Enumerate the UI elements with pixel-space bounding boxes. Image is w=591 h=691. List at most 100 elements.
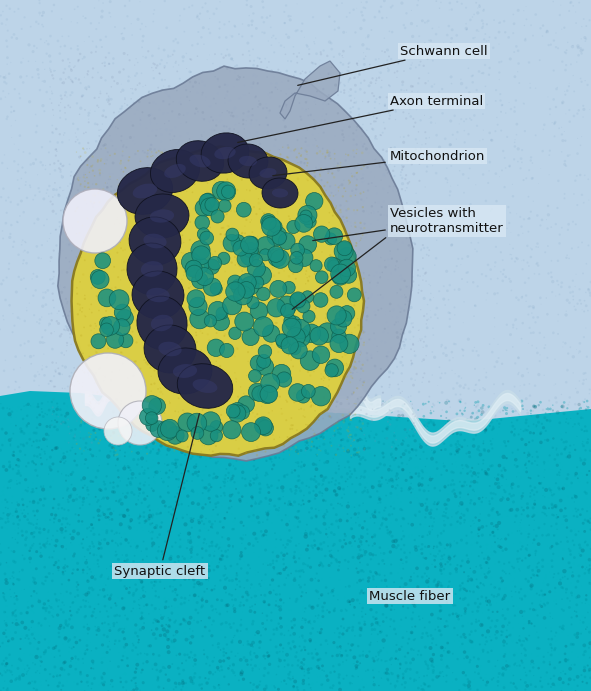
Circle shape xyxy=(200,193,216,209)
Point xyxy=(30,375,39,386)
Point xyxy=(465,102,475,113)
Point xyxy=(386,414,395,425)
Point xyxy=(421,439,431,451)
Point xyxy=(418,591,428,603)
Point xyxy=(272,445,281,456)
Point xyxy=(496,125,506,136)
Point xyxy=(107,675,116,686)
Point xyxy=(489,546,499,557)
Point xyxy=(86,543,95,554)
Point xyxy=(375,6,384,17)
Point xyxy=(252,590,261,601)
Point xyxy=(266,390,275,401)
Point xyxy=(31,109,40,120)
Point xyxy=(437,92,447,103)
Point xyxy=(350,449,359,460)
Point xyxy=(394,473,403,484)
Point xyxy=(483,574,492,585)
Point xyxy=(90,207,100,218)
Point xyxy=(210,346,219,357)
Point xyxy=(501,533,511,545)
Point xyxy=(217,664,226,675)
Point xyxy=(184,352,193,363)
Point xyxy=(213,659,222,670)
Point xyxy=(366,625,376,636)
Point xyxy=(44,404,54,415)
Point xyxy=(248,363,258,374)
Point xyxy=(237,169,246,180)
Point xyxy=(376,627,385,638)
Point xyxy=(518,611,527,622)
Point xyxy=(37,444,46,455)
Point xyxy=(198,87,207,98)
Point xyxy=(284,638,294,649)
Point xyxy=(57,170,66,181)
Point xyxy=(427,42,437,53)
Point xyxy=(36,542,46,553)
Point xyxy=(477,647,486,659)
Point xyxy=(196,73,205,84)
Point xyxy=(215,553,225,564)
Point xyxy=(584,599,591,610)
Point xyxy=(119,379,128,390)
Point xyxy=(284,231,293,243)
Point xyxy=(208,547,217,558)
Point xyxy=(506,491,516,502)
Point xyxy=(385,110,395,121)
Point xyxy=(158,276,168,287)
Point xyxy=(329,605,339,616)
Circle shape xyxy=(253,266,271,285)
Point xyxy=(37,481,46,492)
Point xyxy=(521,1,531,12)
Point xyxy=(243,356,253,367)
Point xyxy=(502,453,512,464)
Point xyxy=(518,228,528,239)
Point xyxy=(242,410,252,422)
Point xyxy=(511,647,521,659)
Point xyxy=(152,162,162,173)
Point xyxy=(333,369,343,380)
Point xyxy=(279,321,288,332)
Point xyxy=(393,332,402,343)
Point xyxy=(81,262,90,273)
Point xyxy=(130,371,139,382)
Point xyxy=(148,410,158,422)
Point xyxy=(323,322,333,333)
Point xyxy=(21,484,30,495)
Point xyxy=(557,623,566,634)
Point xyxy=(363,576,373,587)
Point xyxy=(336,245,345,256)
Point xyxy=(410,601,420,612)
Point xyxy=(304,481,313,492)
Point xyxy=(17,631,27,642)
Point xyxy=(545,483,554,494)
Point xyxy=(348,388,357,399)
Point xyxy=(88,656,98,667)
Point xyxy=(171,197,180,208)
Point xyxy=(247,196,256,207)
Point xyxy=(463,599,473,610)
Point xyxy=(560,86,570,97)
Point xyxy=(67,167,76,178)
Point xyxy=(125,255,135,266)
Point xyxy=(525,379,534,390)
Point xyxy=(294,298,303,309)
Point xyxy=(135,624,145,635)
Point xyxy=(110,638,119,650)
Point xyxy=(322,430,332,442)
Point xyxy=(293,408,302,419)
Point xyxy=(233,423,243,434)
Point xyxy=(280,17,290,28)
Point xyxy=(556,428,565,439)
Point xyxy=(210,682,219,691)
Point xyxy=(228,637,237,648)
Point xyxy=(317,683,326,691)
Point xyxy=(354,317,363,328)
Point xyxy=(132,425,141,436)
Point xyxy=(390,182,400,193)
Point xyxy=(108,553,118,564)
Point xyxy=(213,88,223,99)
Point xyxy=(301,350,310,361)
Point xyxy=(27,591,36,602)
Point xyxy=(301,145,310,156)
